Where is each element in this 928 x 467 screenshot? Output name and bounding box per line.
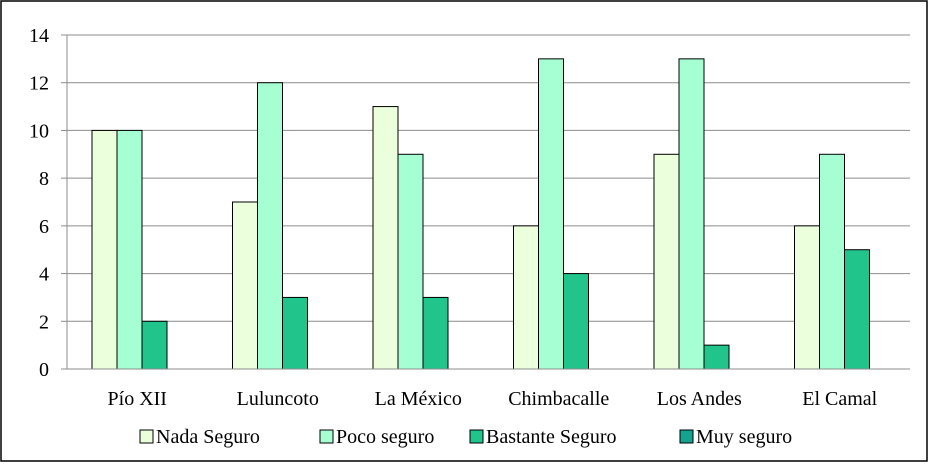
bar-nada-seguro [232,201,258,370]
legend: Nada Seguro Poco seguro Bastante Seguro Muy… [139,426,792,448]
x-tick-label: Los Andes [657,388,742,410]
bar-poco-seguro [257,82,283,370]
bar-bastante-seguro [422,296,449,370]
x-tick-label: Luluncoto [237,388,319,410]
bar-nada-seguro [794,225,820,370]
legend-swatch [679,429,694,444]
legend-swatch [319,429,334,444]
y-tick-label: 4 [39,264,49,286]
bar-poco-seguro [819,153,845,370]
x-tick-label: Chimbacalle [508,388,609,410]
bar-poco-seguro [116,129,143,370]
legend-label: Poco seguro [336,426,434,448]
y-tick-label: 8 [39,168,49,190]
bar-bastante-seguro [844,249,870,370]
bar-nada-seguro [513,225,539,370]
y-tick-label: 2 [39,311,49,333]
y-tick-label: 0 [39,359,49,381]
y-tick-label: 10 [29,120,49,142]
y-tick-label: 14 [29,25,49,47]
y-tick-label: 6 [39,216,49,238]
legend-swatch [469,429,484,444]
bar-bastante-seguro [141,320,168,370]
legend-swatch [139,429,154,444]
bar-nada-seguro [653,153,680,370]
bar-bastante-seguro [282,296,308,370]
axes: 0 2 4 6 8 10 12 14 Pío XII Luluncoto La México Chim… [29,25,910,410]
bar-poco-seguro [678,58,705,370]
legend-label: Nada Seguro [156,426,260,448]
bars [91,58,870,370]
legend-label: Muy seguro [696,426,792,448]
legend-label: Bastante Seguro [486,426,617,448]
y-tick-label: 12 [29,73,49,95]
bar-nada-seguro [372,106,399,370]
gridlines [67,34,910,322]
x-tick-label: Pío XII [108,388,167,410]
bar-poco-seguro [538,58,564,370]
bar-bastante-seguro [563,273,589,370]
x-tick-label: El Camal [802,388,877,410]
bar-poco-seguro [397,153,424,370]
bar-nada-seguro [91,129,118,370]
x-tick-label: La México [375,388,462,410]
bar-bastante-seguro [703,344,730,370]
